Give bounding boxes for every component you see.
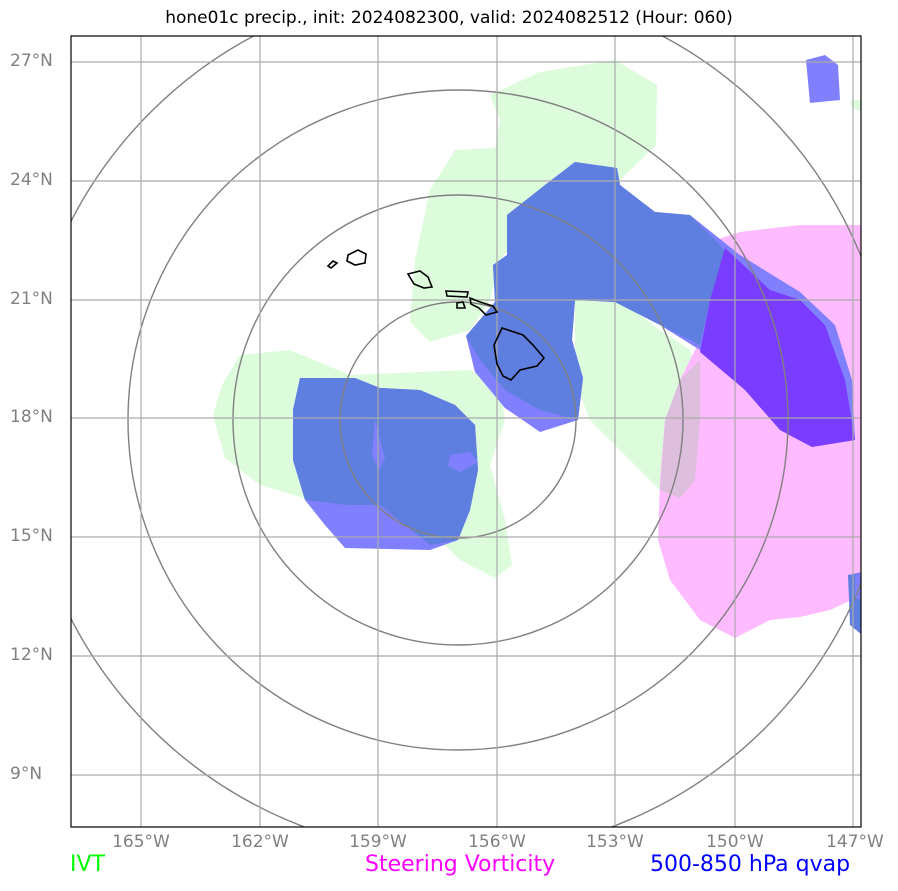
lat-label: 18°N: [10, 407, 53, 427]
molokai-coast: [445, 290, 469, 298]
range-rings: [71, 36, 861, 827]
lat-label: 27°N: [10, 51, 53, 71]
lat-label: 15°N: [10, 526, 53, 546]
map-frame: [70, 35, 862, 828]
legend-qvap: 500-850 hPa qvap: [650, 852, 851, 877]
lon-label: 150°W: [706, 832, 764, 852]
lat-label: 9°N: [10, 764, 43, 784]
lon-label: 162°W: [231, 832, 289, 852]
legend-steering-vorticity: Steering Vorticity: [365, 852, 556, 877]
hawaii-coastline: [326, 249, 546, 381]
lon-label: 153°W: [586, 832, 644, 852]
lon-label: 165°W: [112, 832, 170, 852]
oahu-coast: [406, 270, 434, 289]
lat-label: 21°N: [10, 289, 53, 309]
lon-label: 147°W: [826, 832, 884, 852]
graticule: [71, 36, 861, 827]
lat-label: 12°N: [10, 645, 53, 665]
qvap-shading: [293, 55, 861, 635]
lanai-coast: [456, 301, 467, 309]
kauai-coast: [346, 249, 367, 266]
lon-label: 159°W: [349, 832, 407, 852]
ivt-vorticity-overlap: [660, 360, 700, 498]
big-island-coast: [493, 327, 546, 381]
lat-label: 24°N: [10, 170, 53, 190]
niihau-coast: [326, 260, 339, 269]
map-title: hone01c precip., init: 2024082300, valid…: [165, 8, 733, 28]
legend-ivt: IVT: [70, 852, 105, 877]
maui-coast: [468, 296, 499, 316]
lon-label: 156°W: [468, 832, 526, 852]
